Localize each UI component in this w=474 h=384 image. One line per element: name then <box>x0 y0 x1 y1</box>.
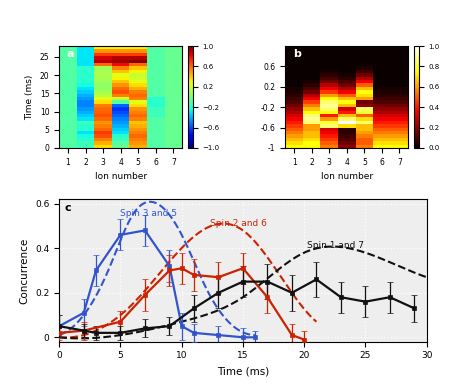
Y-axis label: Concurrence: Concurrence <box>19 237 29 304</box>
Y-axis label: Time (ms): Time (ms) <box>25 74 34 120</box>
Text: b: b <box>292 49 301 59</box>
X-axis label: Ion number: Ion number <box>321 172 373 181</box>
Text: Spin 3 and 5: Spin 3 and 5 <box>120 209 177 218</box>
X-axis label: Ion number: Ion number <box>95 172 147 181</box>
Text: Spin 1 and 7: Spin 1 and 7 <box>307 241 364 250</box>
Text: c: c <box>65 204 72 214</box>
X-axis label: Time (ms): Time (ms) <box>217 366 269 376</box>
Text: Spin 2 and 6: Spin 2 and 6 <box>210 219 267 228</box>
Text: a: a <box>67 49 74 59</box>
